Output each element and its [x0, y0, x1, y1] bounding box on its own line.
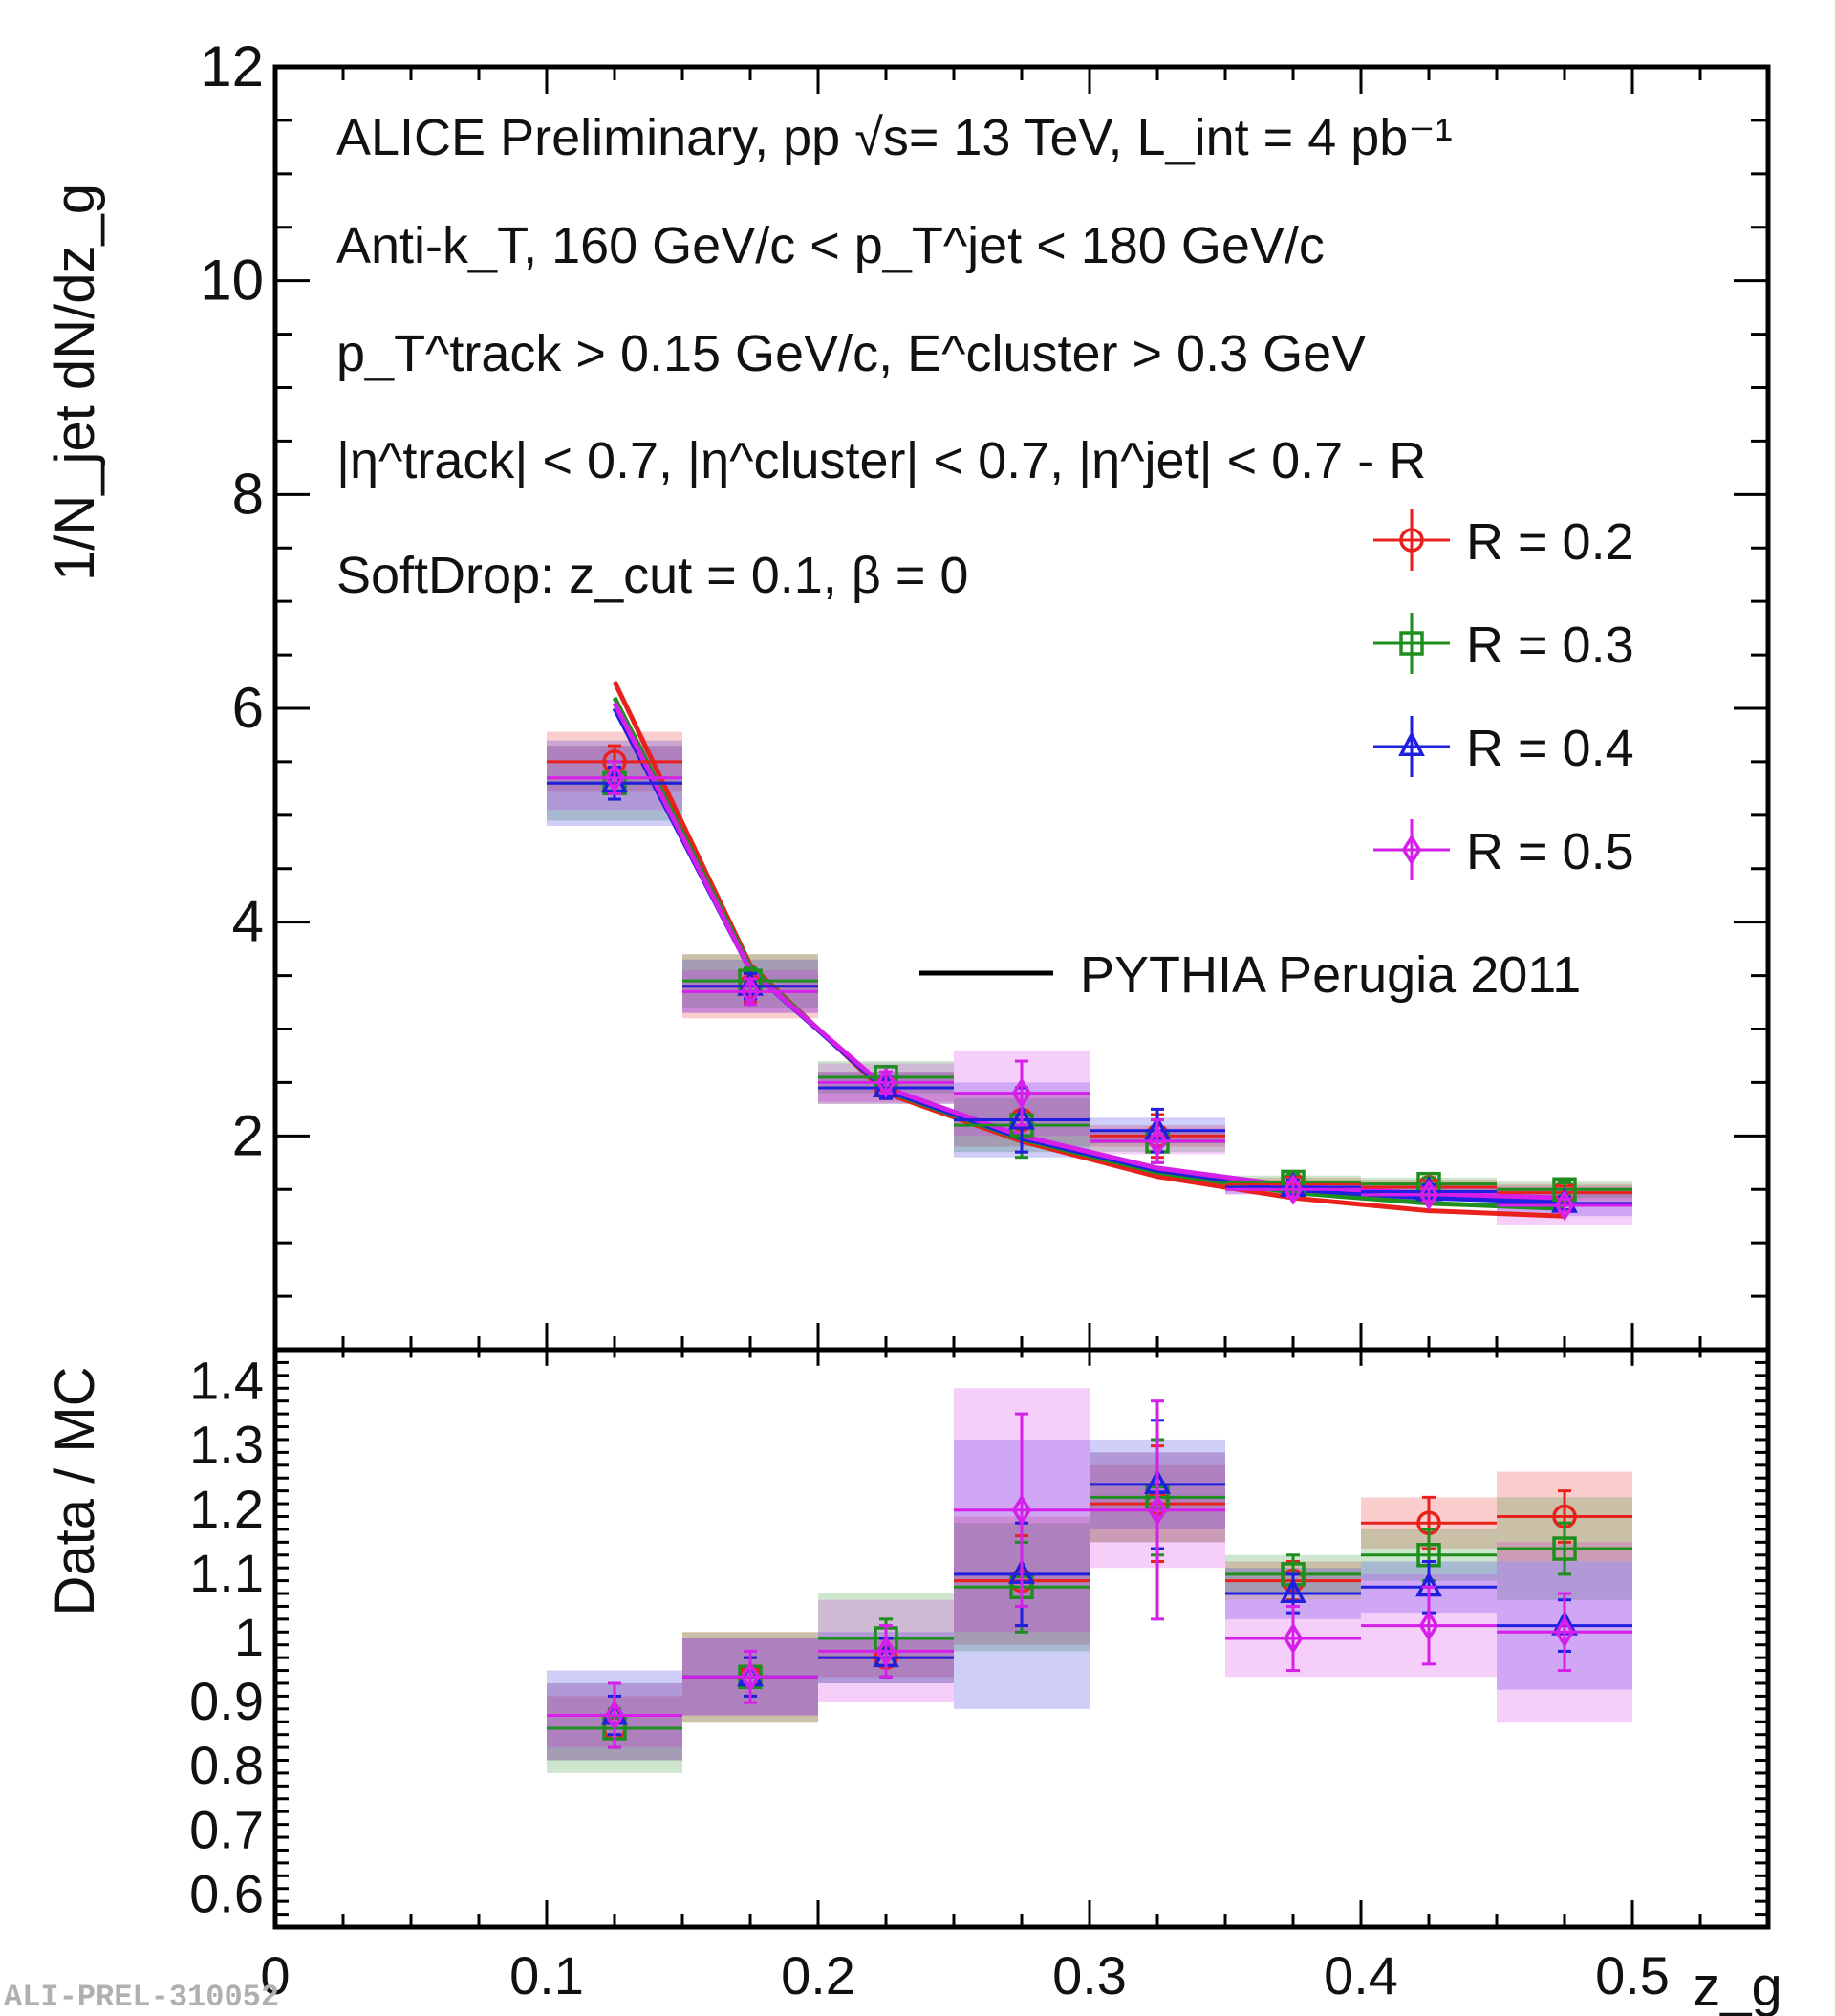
ratio-03-bin8-marker — [1552, 1536, 1577, 1561]
ratio-y-tick-label-1.1: 1.1 — [189, 1543, 264, 1603]
top-05-bin1-marker — [604, 762, 625, 794]
ratio-05-bin6-marker — [1283, 1622, 1304, 1655]
watermark: ALI-PREL-310052 — [4, 1980, 279, 2015]
ratio-y-tick-label-0.8: 0.8 — [189, 1735, 264, 1795]
top-y-tick-label-2: 2 — [232, 1103, 264, 1167]
top-data-points — [547, 744, 1632, 1222]
x-tick-label-4: 0.4 — [1324, 1945, 1398, 2005]
x-tick-label-1: 0.1 — [509, 1945, 584, 2005]
x-tick-label-2: 0.2 — [781, 1945, 855, 2005]
ratio-y-tick-label-1.3: 1.3 — [189, 1415, 264, 1475]
top-05-bin6-marker — [1283, 1173, 1304, 1205]
bottom-data-points — [547, 1399, 1632, 1749]
top-05-bin3-marker — [875, 1066, 896, 1098]
legend-3-marker — [1401, 834, 1422, 866]
bottom-xlabel: z_g — [1693, 1956, 1782, 2016]
ratio-05-bin5-marker — [1147, 1494, 1168, 1527]
legend-2-marker — [1398, 730, 1425, 756]
ratio-y-tick-label-1.2: 1.2 — [189, 1479, 264, 1539]
top-y-tick-label-8: 8 — [232, 462, 264, 526]
legend-1-marker — [1399, 631, 1424, 656]
top-05-bin5-marker — [1147, 1125, 1168, 1158]
annotation-line4: |η^track| < 0.7, |η^cluster| < 0.7, |η^j… — [336, 432, 1426, 489]
top-05-bin8-marker — [1554, 1189, 1575, 1222]
axes-ticks: 0 0.1 0.2 0.3 0.4 0.5 2 4 6 8 10 12 0.60.70.80.911.1… — [189, 34, 1770, 2005]
ratio-05-bin2-marker — [740, 1660, 761, 1693]
annotation-line3: p_T^track > 0.15 GeV/c, E^cluster > 0.3 … — [336, 325, 1366, 382]
top-04-bin4-marker — [1008, 1104, 1035, 1130]
legend-pythia-label: PYTHIA Perugia 2011 — [1080, 946, 1581, 1004]
annotation-line2: Anti-k_T, 160 GeV/c < p_T^jet < 180 GeV/… — [336, 217, 1325, 274]
legend-2-label: R = 0.4 — [1466, 720, 1634, 777]
top-ylabel: 1/N_jet dN/dz_g — [44, 184, 106, 581]
ratio-05-bin3-marker — [875, 1635, 896, 1667]
annotation-line5: SoftDrop: z_cut = 0.1, β = 0 — [336, 547, 968, 604]
ratio-05-bin1-marker — [604, 1700, 625, 1732]
bottom-ylabel: Data / MC — [44, 1366, 106, 1615]
legend-3-label: R = 0.5 — [1466, 823, 1634, 880]
legend: R = 0.2 R = 0.3 R = 0.4 R = 0.5 PYTHIA Perug… — [919, 509, 1634, 1004]
top-y-tick-label-10: 10 — [200, 249, 264, 313]
legend-0-label: R = 0.2 — [1466, 513, 1634, 571]
ratio-05-bin7-marker — [1418, 1610, 1439, 1642]
top-y-tick-label-4: 4 — [232, 890, 264, 954]
ratio-05-bin4-marker — [1011, 1494, 1032, 1527]
top-y-tick-label-6: 6 — [232, 676, 264, 740]
ratio-y-tick-label-1: 1 — [234, 1607, 264, 1667]
annotation-line1: ALICE Preliminary, pp √s= 13 TeV, L_int … — [336, 109, 1453, 166]
ratio-y-tick-label-0.9: 0.9 — [189, 1671, 264, 1731]
x-tick-label-3: 0.3 — [1052, 1945, 1127, 2005]
top-05-bin2-marker — [740, 975, 761, 1008]
ratio-05-bin8-marker — [1554, 1615, 1575, 1648]
x-tick-label-5: 0.5 — [1595, 1945, 1670, 2005]
ratio-04-bin6-marker — [1280, 1577, 1306, 1604]
ratio-y-tick-label-0.7: 0.7 — [189, 1799, 264, 1859]
legend-1-label: R = 0.3 — [1466, 617, 1634, 674]
legend-0-marker — [1399, 528, 1424, 553]
ratio-y-tick-label-1.4: 1.4 — [189, 1351, 264, 1411]
top-y-tick-label-12: 12 — [200, 34, 264, 98]
top-05-bin7-marker — [1418, 1179, 1439, 1211]
top-05-bin4-marker — [1011, 1077, 1032, 1110]
x-tick-label-0: 0 — [260, 1945, 290, 2005]
ratio-y-tick-label-0.6: 0.6 — [189, 1863, 264, 1923]
